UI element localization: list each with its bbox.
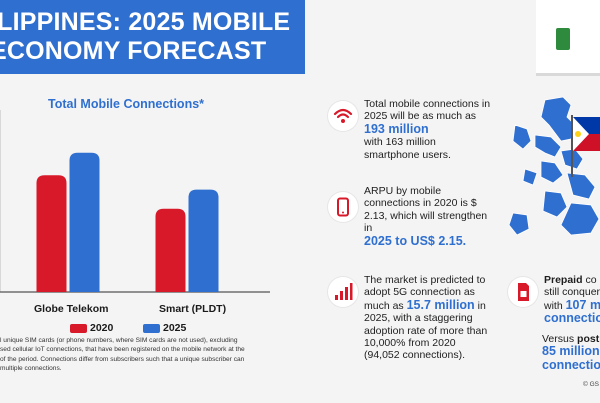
philippine-flag — [571, 115, 600, 177]
bar-chart — [0, 110, 270, 293]
bar-2025-1 — [188, 189, 219, 292]
stat-4-pre3: with — [544, 299, 563, 312]
stat-2-text: ARPU by mobile connections in 2020 is $ … — [364, 185, 488, 235]
smartphone-icon — [328, 192, 358, 222]
stat-prepaid: Prepaid co still conquer with 107 m conn… — [544, 274, 600, 326]
stat-3-text: The market is predicted to adopt 5G conn… — [364, 274, 486, 312]
bar-2020-1 — [155, 208, 186, 292]
signal-bars-icon — [328, 277, 358, 307]
philippines-map — [508, 96, 600, 236]
stat-5g: The market is predicted to adopt 5G conn… — [364, 274, 494, 362]
legend-swatch-2020 — [70, 324, 87, 333]
bar-2020-0 — [36, 175, 67, 292]
stat-4-bold: Prepaid — [544, 274, 583, 286]
sim-card-icon — [508, 277, 538, 307]
legend-label-2025: 2025 — [163, 322, 187, 334]
copyright: © GS — [583, 381, 599, 388]
stat-1-post: with 163 million smartphone users. — [364, 136, 451, 161]
stat-3-highlight: 15.7 million — [406, 297, 475, 312]
stat-2-highlight: 2025 to US$ 2.15. — [364, 233, 467, 248]
wifi-icon — [328, 101, 358, 131]
stat-1-text: Total mobile connections in 2025 will be… — [364, 98, 491, 123]
chart-title: Total Mobile Connections* — [48, 97, 205, 111]
category-label-1: Smart (PLDT) — [159, 303, 227, 315]
stat-4-line4: connection — [544, 311, 600, 326]
stat-1-highlight: 193 million — [364, 121, 429, 136]
logo-mark — [556, 28, 570, 50]
stat-5-bold: postp — [577, 333, 600, 345]
stat-5-line3: connection — [542, 357, 600, 372]
bar-2025-0 — [69, 152, 100, 292]
stat-total-connections: Total mobile connections in 2025 will be… — [364, 98, 494, 161]
stat-4-highlight: 107 m — [565, 297, 600, 312]
legend-swatch-2025 — [143, 324, 160, 333]
stat-postpaid: Versus postp 85 million connection — [542, 333, 600, 372]
legend-label-2020: 2020 — [90, 322, 114, 334]
stat-4-line2: still conquer — [544, 286, 600, 299]
stat-5-highlight: 85 million — [542, 344, 600, 359]
footnote: l unique SIM cards (or phone numbers, wh… — [0, 337, 245, 372]
title-banner: ILIPPINES: 2025 MOBILE ECONOMY FORECAST — [0, 0, 305, 74]
stat-arpu: ARPU by mobile connections in 2020 is $ … — [364, 185, 494, 248]
category-label-0: Globe Telekom — [34, 303, 109, 315]
page-title-line1: ILIPPINES: 2025 MOBILE — [0, 8, 291, 36]
stat-5-pre: Versus — [542, 333, 575, 345]
stat-3-post: in 2025, with a staggering adoption rate… — [364, 299, 488, 362]
page-title-line2: ECONOMY FORECAST — [0, 37, 267, 65]
stat-4-pre: co — [585, 274, 597, 286]
logo — [536, 0, 600, 76]
